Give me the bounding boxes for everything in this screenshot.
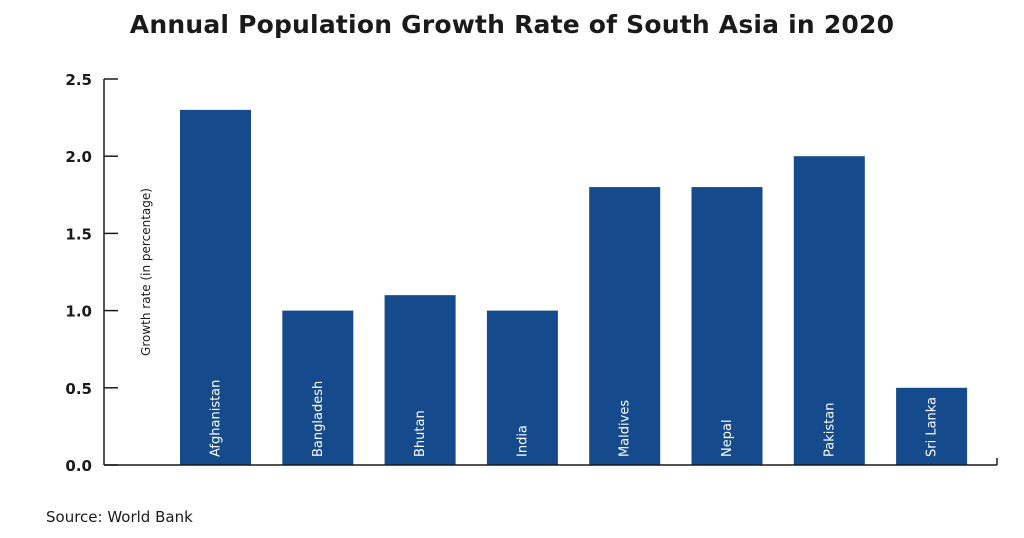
bars	[180, 109, 968, 465]
bar	[793, 156, 865, 465]
source-note: Source: World Bank	[46, 508, 193, 526]
bar	[896, 387, 968, 465]
bar	[691, 187, 763, 465]
y-tick-label: 0.5	[65, 380, 92, 398]
bar-category-label: Afghanistan	[209, 380, 224, 457]
bar-category-label: Maldives	[618, 400, 633, 457]
bar	[282, 310, 354, 465]
y-axis-title: Growth rate (in percentage)	[139, 188, 153, 356]
bar	[384, 295, 456, 465]
y-tick-label: 0.0	[65, 457, 92, 475]
y-tick-label: 1.0	[65, 303, 92, 321]
y-tick-label: 1.5	[65, 225, 92, 243]
bar-category-label: Bhutan	[413, 410, 428, 457]
y-tick-label: 2.5	[65, 71, 92, 89]
bar-category-label: Bangladesh	[311, 381, 326, 457]
bar-labels: Afghanistan Bangladesh Bhutan India Maldives…	[209, 380, 940, 457]
bar	[486, 310, 558, 465]
y-axis-ticks: 0.0 0.5 1.0 1.5 2.0 2.5	[65, 71, 118, 475]
bar	[589, 187, 661, 465]
bar-category-label: Pakistan	[822, 403, 837, 457]
bar-category-label: Sri Lanka	[925, 397, 940, 457]
chart-title: Annual Population Growth Rate of South A…	[129, 10, 895, 39]
bar-category-label: India	[515, 425, 530, 457]
bar-category-label: Nepal	[720, 419, 735, 457]
y-tick-label: 2.0	[65, 148, 92, 166]
bar	[180, 109, 251, 465]
